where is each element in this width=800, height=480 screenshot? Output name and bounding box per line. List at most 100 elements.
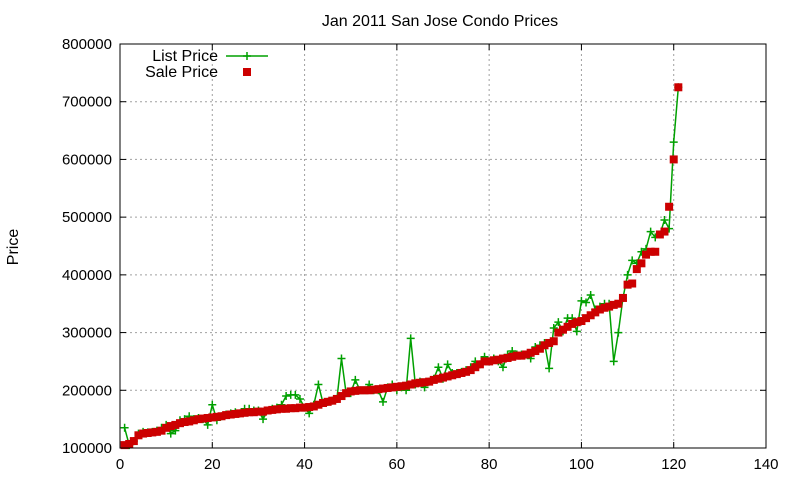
x-tick-label: 100 <box>569 456 594 473</box>
chart-title: Jan 2011 San Jose Condo Prices <box>322 13 558 30</box>
sale-price-point <box>235 409 244 418</box>
sale-price-point <box>314 400 323 409</box>
sale-price-point <box>582 314 591 323</box>
sale-price-point <box>365 386 374 395</box>
list-price-point <box>669 138 678 147</box>
y-tick-label: 300000 <box>62 325 112 342</box>
sale-price-point <box>595 305 604 314</box>
sale-price-point <box>614 299 623 308</box>
list-price-point <box>203 420 212 429</box>
sale-price-point <box>443 372 452 381</box>
list-price-point <box>554 318 563 327</box>
list-price-point <box>295 394 304 403</box>
sale-price-point <box>609 300 618 309</box>
sale-price-point <box>226 410 235 419</box>
legend: List Price Sale Price <box>145 48 268 81</box>
sale-price-point <box>526 348 535 357</box>
sale-price-point <box>342 389 351 398</box>
axis-ticks <box>119 43 767 449</box>
sale-price-point <box>143 428 152 437</box>
list-price-point <box>660 216 669 225</box>
sale-price-point <box>568 319 577 328</box>
list-price-point <box>582 298 591 307</box>
list-price-point <box>337 354 346 363</box>
sale-price-point <box>494 355 503 364</box>
list-price-point <box>259 415 268 424</box>
sale-price-point <box>383 383 392 392</box>
sale-price-point <box>660 227 669 236</box>
sale-price-point <box>194 415 203 424</box>
list-price-point <box>614 328 623 337</box>
sale-price-point <box>554 328 563 337</box>
sale-price-point <box>309 402 318 411</box>
sale-price-point <box>623 280 632 289</box>
y-tick-label: 600000 <box>62 151 112 168</box>
sale-price-point <box>189 416 198 425</box>
sale-price-point <box>549 337 558 346</box>
list-price-point <box>443 360 452 369</box>
sale-price-point <box>175 419 184 428</box>
sale-price-point <box>374 385 383 394</box>
list-price-point <box>351 375 360 384</box>
sale-price-point <box>462 367 471 376</box>
list-price-point <box>549 323 558 332</box>
y-tick-label: 400000 <box>62 267 112 284</box>
sale-price-point <box>406 380 415 389</box>
sale-price-point <box>618 293 627 302</box>
x-tick-label: 0 <box>116 456 124 473</box>
y-tick-label: 500000 <box>62 209 112 226</box>
sale-price-point <box>162 423 171 432</box>
sale-price-point <box>148 428 157 437</box>
sale-price-point <box>134 431 143 440</box>
legend-square-marker <box>243 68 251 76</box>
sale-price-point <box>425 377 434 386</box>
sale-price-point <box>439 373 447 382</box>
sale-price-point <box>637 259 646 268</box>
sale-price-point <box>628 279 637 288</box>
y-tick-label: 800000 <box>62 36 112 53</box>
sale-price-point <box>379 384 388 393</box>
sale-price-point <box>392 382 401 391</box>
sale-price-point <box>563 322 572 331</box>
sale-price-point <box>605 302 614 311</box>
sale-price-point <box>508 352 517 361</box>
sale-price-point <box>475 360 484 369</box>
list-price-point <box>120 423 129 432</box>
sale-price-point <box>517 351 526 360</box>
y-tick-label: 700000 <box>62 94 112 111</box>
sale-price-point <box>452 370 461 379</box>
sale-price-point <box>171 420 180 429</box>
list-price-point <box>406 334 415 343</box>
list-price-point <box>646 227 655 236</box>
legend-symbol-list-price <box>226 52 268 60</box>
legend-label-list-price: List Price <box>152 48 218 65</box>
list-price-point <box>291 390 300 399</box>
sale-price-point <box>503 353 512 362</box>
y-axis-label: Price <box>5 229 22 266</box>
sale-price-point <box>300 403 309 412</box>
legend-plus-marker <box>243 52 251 60</box>
sale-price-point <box>212 412 221 421</box>
sale-price-point <box>646 247 655 256</box>
sale-price-point <box>337 392 346 401</box>
series-layer <box>120 83 683 450</box>
sale-price-point <box>388 383 397 392</box>
x-tick-label: 120 <box>661 456 686 473</box>
sale-price-point <box>263 406 272 415</box>
sale-price-point <box>411 379 420 388</box>
sale-price-point <box>651 247 660 256</box>
sale-price-point <box>332 394 341 403</box>
x-tick-label: 60 <box>389 456 406 473</box>
list-price-point <box>586 291 595 300</box>
sale-price-point <box>355 386 364 395</box>
sale-price-point <box>434 374 443 383</box>
y-tick-label: 100000 <box>62 440 112 457</box>
sale-price-point <box>466 366 475 375</box>
sale-price-point <box>272 405 281 414</box>
sale-price-point <box>268 405 277 414</box>
sale-price-point <box>457 368 466 377</box>
sale-price-point <box>277 404 286 413</box>
sale-price-point <box>448 371 457 380</box>
list-price-point <box>166 429 175 438</box>
sale-price-point <box>397 382 406 391</box>
